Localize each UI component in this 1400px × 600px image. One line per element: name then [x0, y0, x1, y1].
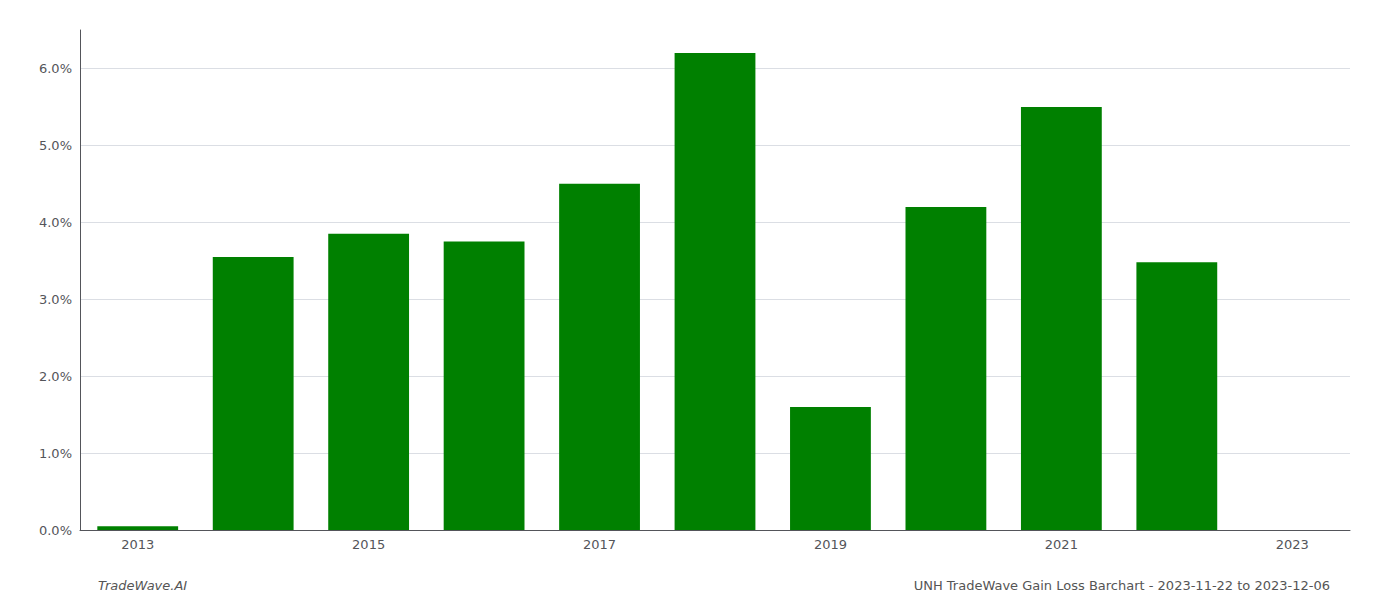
svg-text:TradeWave.AI: TradeWave.AI: [98, 578, 187, 593]
svg-text:5.0%: 5.0%: [39, 138, 72, 153]
svg-text:2.0%: 2.0%: [39, 369, 72, 384]
svg-text:1.0%: 1.0%: [39, 446, 72, 461]
svg-text:2019: 2019: [814, 537, 847, 552]
svg-text:2015: 2015: [352, 537, 385, 552]
svg-text:2013: 2013: [121, 537, 154, 552]
svg-text:6.0%: 6.0%: [39, 61, 72, 76]
svg-text:0.0%: 0.0%: [39, 523, 72, 538]
svg-text:2023: 2023: [1276, 537, 1309, 552]
svg-text:2021: 2021: [1045, 537, 1078, 552]
svg-text:4.0%: 4.0%: [39, 215, 72, 230]
svg-text:2017: 2017: [583, 537, 616, 552]
svg-text:3.0%: 3.0%: [39, 292, 72, 307]
svg-text:UNH TradeWave Gain Loss Barcha: UNH TradeWave Gain Loss Barchart - 2023-…: [914, 578, 1330, 593]
